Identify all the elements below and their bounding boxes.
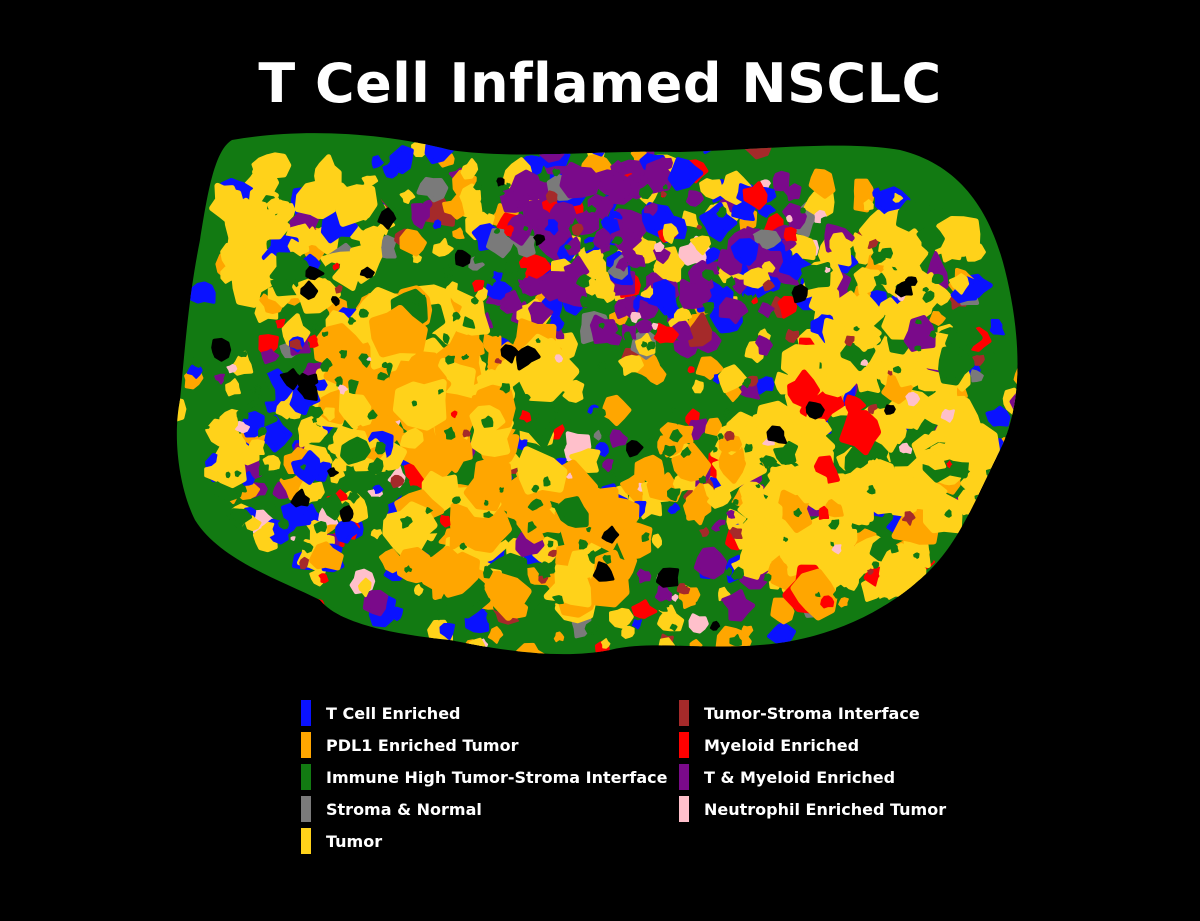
legend-label: T Cell Enriched	[326, 704, 461, 723]
legend-swatch	[301, 732, 311, 758]
legend-label: Immune High Tumor-Stroma Interface	[326, 768, 668, 787]
legend-label: PDL1 Enriched Tumor	[326, 736, 519, 755]
legend-swatch	[679, 732, 689, 758]
legend-swatch	[679, 700, 689, 726]
legend-label: Tumor-Stroma Interface	[704, 704, 920, 723]
legend-swatch	[679, 796, 689, 822]
legend-swatch	[301, 764, 311, 790]
legend-swatch	[679, 764, 689, 790]
legend-swatch	[301, 796, 311, 822]
legend-swatch	[301, 700, 311, 726]
legend-label: Neutrophil Enriched Tumor	[704, 800, 947, 819]
legend-label: Myeloid Enriched	[704, 736, 860, 755]
legend-swatch	[301, 828, 311, 854]
legend-label: Stroma & Normal	[326, 800, 482, 819]
figure-title: T Cell Inflamed NSCLC	[258, 52, 942, 115]
legend-label: Tumor	[326, 832, 383, 851]
legend-label: T & Myeloid Enriched	[704, 768, 896, 787]
